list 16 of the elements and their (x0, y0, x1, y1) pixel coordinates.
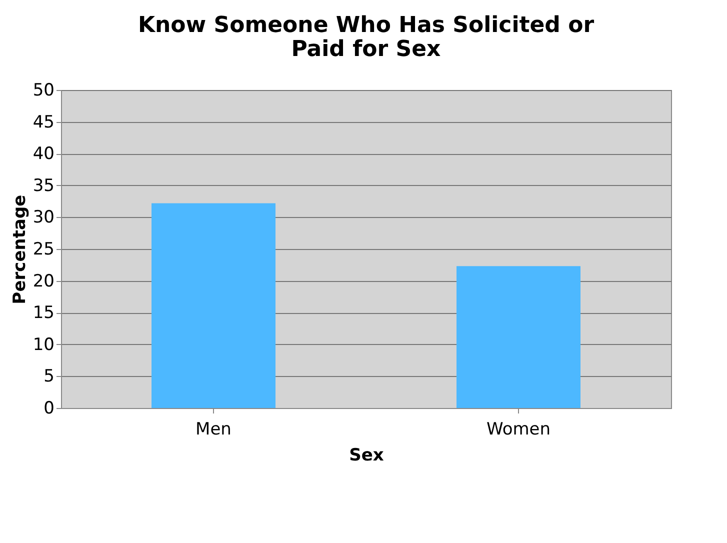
y-tick-label: 5 (44, 366, 54, 387)
y-tick-label: 35 (32, 176, 54, 196)
chart-title: Know Someone Who Has Solicited or Paid for Sex (138, 13, 594, 62)
y-tick-label: 40 (32, 144, 54, 164)
y-tick-label: 15 (32, 303, 54, 324)
y-tick-label: 20 (32, 271, 54, 292)
y-tick-label: 30 (32, 208, 54, 228)
y-tick-label: 25 (32, 240, 54, 260)
y-axis-title: Percentage (10, 194, 30, 304)
y-tick-label: 10 (32, 334, 54, 355)
y-tick-label: 50 (32, 80, 54, 100)
y-tick-label: 0 (44, 398, 54, 418)
x-tick-label: Women (486, 420, 551, 440)
y-tick-label: 45 (32, 112, 54, 132)
x-axis-title: Sex (349, 446, 384, 466)
x-tick-label: Men (196, 420, 232, 440)
